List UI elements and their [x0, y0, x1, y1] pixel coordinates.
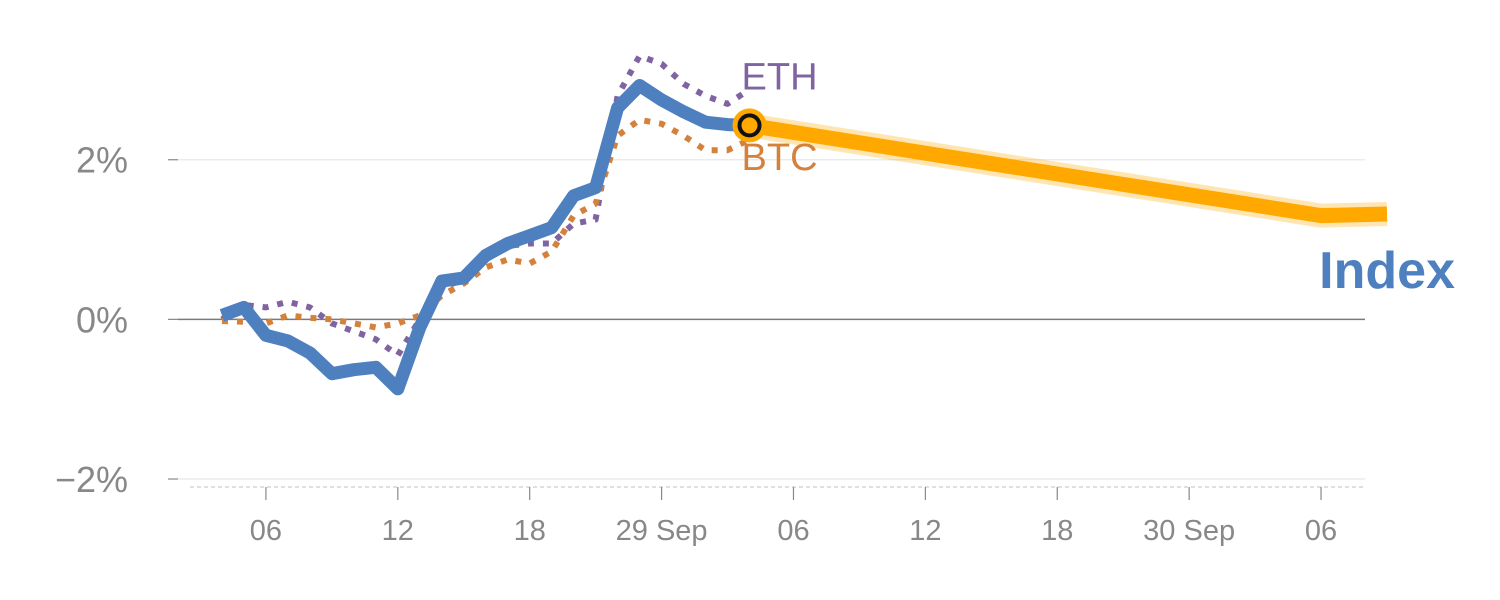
x-tick-label: 06 — [250, 515, 282, 547]
x-tick-label: 06 — [1305, 515, 1337, 547]
current-marker-ring — [737, 113, 762, 138]
series-label-index: Index — [1319, 242, 1455, 300]
y-tick-label: −2% — [55, 459, 128, 500]
projection-line — [748, 117, 1388, 224]
series-label-btc: BTC — [742, 137, 818, 179]
axis-layer: 2% 0% −2% 06 12 18 29 Sep 06 12 18 30 Sep 06 — [55, 140, 1365, 547]
x-tick-label: 12 — [382, 515, 414, 547]
x-tick-label: 18 — [1041, 515, 1073, 547]
label-layer: Index ETH BTC — [742, 56, 1456, 300]
y-tick-label: 0% — [76, 299, 128, 340]
y-tick-label: 2% — [76, 140, 128, 181]
x-tick-label: 06 — [777, 515, 809, 547]
x-tick-label: 29 Sep — [616, 515, 708, 547]
series-line-eth — [220, 53, 752, 359]
series-line-index — [219, 79, 750, 396]
series-layer — [219, 53, 1388, 396]
x-tick-label: 18 — [514, 515, 546, 547]
grid-layer — [178, 159, 1365, 480]
x-tick-label: 12 — [909, 515, 941, 547]
series-label-eth: ETH — [742, 56, 818, 98]
series-line-btc — [221, 116, 751, 331]
x-tick-label: 30 Sep — [1143, 515, 1235, 547]
